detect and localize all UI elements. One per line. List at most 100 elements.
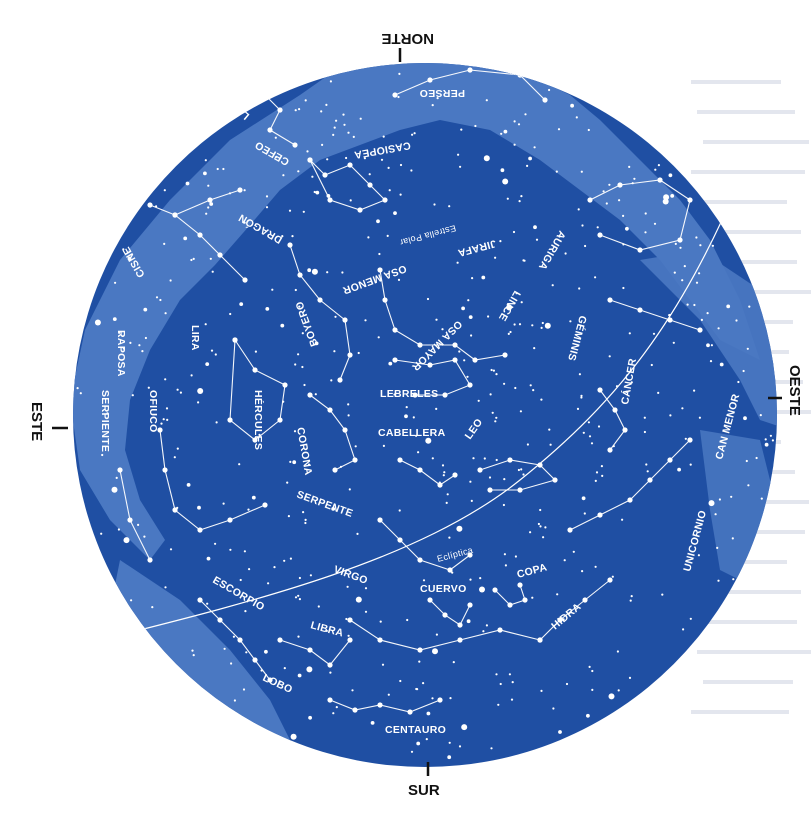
star bbox=[698, 416, 702, 419]
constellation-star bbox=[227, 517, 233, 523]
constellation-star bbox=[427, 597, 433, 603]
label-lira: LIRA bbox=[189, 325, 201, 351]
star bbox=[351, 689, 354, 692]
constellation-star bbox=[552, 477, 558, 483]
star bbox=[669, 414, 672, 417]
direction-east: ESTE bbox=[28, 402, 45, 441]
constellation-figure bbox=[599, 389, 626, 451]
star bbox=[507, 332, 510, 335]
star bbox=[511, 681, 514, 684]
star bbox=[441, 328, 444, 331]
star bbox=[314, 341, 319, 346]
star bbox=[129, 341, 132, 344]
direction-west: OESTE bbox=[786, 365, 803, 416]
star bbox=[388, 361, 393, 366]
star bbox=[578, 373, 582, 376]
constellation-star bbox=[412, 392, 418, 398]
constellation-star bbox=[397, 457, 403, 463]
star bbox=[681, 279, 684, 282]
star bbox=[204, 323, 207, 326]
constellation-star bbox=[407, 709, 413, 715]
star bbox=[433, 203, 436, 206]
constellation-star bbox=[517, 72, 523, 78]
star bbox=[674, 242, 677, 245]
star bbox=[112, 317, 117, 321]
star bbox=[645, 463, 648, 466]
star bbox=[524, 113, 527, 116]
star bbox=[628, 165, 631, 168]
star bbox=[492, 369, 495, 372]
constellation-star bbox=[627, 497, 633, 503]
constellation-star bbox=[667, 457, 673, 463]
star bbox=[570, 103, 574, 108]
faded-text-line bbox=[703, 590, 801, 594]
constellation-star bbox=[127, 517, 133, 523]
faded-text-line bbox=[703, 140, 809, 144]
star bbox=[238, 463, 241, 466]
star bbox=[147, 386, 150, 389]
stars bbox=[76, 67, 775, 760]
constellation-star bbox=[352, 707, 358, 713]
star bbox=[697, 554, 701, 557]
star bbox=[695, 236, 698, 239]
constellation-star bbox=[252, 657, 258, 663]
star bbox=[330, 379, 333, 382]
star bbox=[731, 537, 734, 540]
star bbox=[549, 443, 552, 446]
star bbox=[445, 501, 448, 504]
star bbox=[748, 305, 751, 308]
faded-text-line bbox=[691, 620, 797, 624]
star bbox=[531, 596, 534, 599]
constellation-star bbox=[517, 487, 523, 493]
star bbox=[315, 190, 320, 195]
star bbox=[138, 344, 141, 347]
star bbox=[415, 687, 418, 691]
label-zorra: RAPOSA bbox=[115, 330, 127, 377]
star bbox=[169, 279, 172, 282]
constellation-figure bbox=[309, 159, 386, 211]
star bbox=[76, 387, 79, 390]
faded-text-line bbox=[691, 170, 805, 174]
star bbox=[191, 649, 194, 652]
constellation-star bbox=[162, 467, 168, 473]
star bbox=[431, 104, 434, 107]
label-cabellera: CABELLERA bbox=[378, 427, 446, 439]
star bbox=[197, 505, 201, 510]
star bbox=[661, 593, 664, 596]
star bbox=[581, 224, 584, 227]
constellation-star bbox=[367, 182, 373, 188]
star bbox=[470, 334, 473, 337]
star bbox=[502, 178, 509, 185]
star bbox=[233, 699, 236, 702]
star bbox=[179, 391, 182, 394]
label-hercules: HÉRCULES bbox=[252, 390, 265, 450]
star bbox=[502, 503, 505, 507]
star bbox=[210, 349, 214, 352]
star bbox=[297, 353, 300, 356]
constellation-star bbox=[287, 242, 293, 248]
star bbox=[650, 363, 653, 367]
star bbox=[564, 252, 567, 255]
star bbox=[258, 433, 261, 436]
star bbox=[625, 226, 629, 231]
star bbox=[211, 270, 214, 273]
ecliptic-line bbox=[99, 179, 741, 641]
star bbox=[304, 99, 307, 102]
label-lebreles: LEBRELES bbox=[380, 388, 438, 400]
constellation-figure bbox=[279, 639, 351, 666]
star bbox=[468, 315, 473, 319]
star bbox=[311, 268, 318, 275]
constellation-star bbox=[537, 462, 543, 468]
constellation-star bbox=[347, 352, 353, 358]
constellation-star bbox=[507, 602, 513, 608]
star bbox=[764, 438, 767, 441]
star bbox=[141, 350, 144, 353]
star bbox=[456, 261, 459, 264]
star bbox=[404, 414, 408, 419]
star bbox=[520, 301, 523, 304]
star bbox=[503, 553, 506, 556]
constellation-star bbox=[197, 232, 203, 238]
constellation-star bbox=[172, 212, 178, 218]
star bbox=[556, 593, 559, 596]
star bbox=[370, 721, 375, 725]
